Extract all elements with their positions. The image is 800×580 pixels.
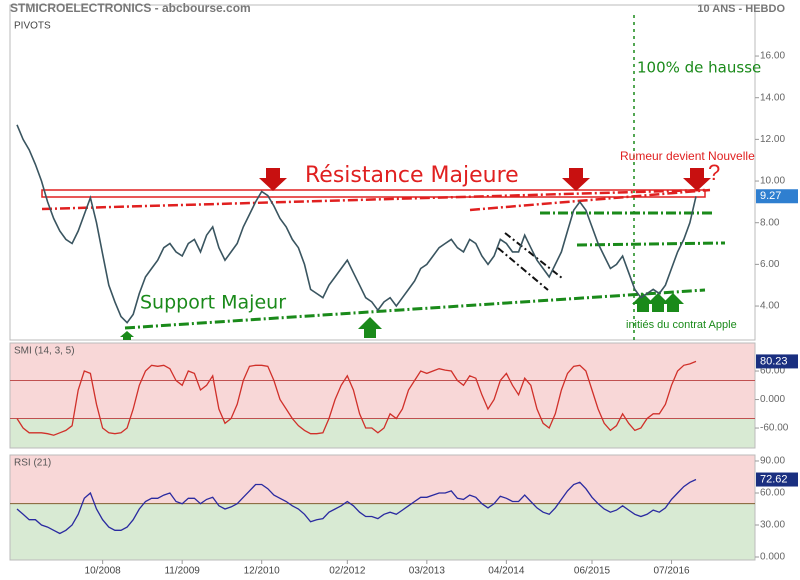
annotation: Support Majeur: [140, 292, 286, 314]
y-tick-label: 10.00: [760, 176, 785, 187]
x-tick-label: 02/2012: [329, 566, 366, 577]
y-tick-label: 0.000: [760, 552, 785, 563]
y-tick-label: 30.00: [760, 520, 785, 531]
down-arrow: [259, 168, 287, 191]
annotation: 100% de hausse: [637, 59, 761, 77]
y-tick-label: 4.00: [760, 301, 780, 312]
series-line: [16, 360, 697, 436]
last-value-label: 9.27: [760, 190, 781, 202]
panel-frame: [9, 454, 756, 561]
last-value-label: 72.62: [760, 473, 788, 485]
channel-line: [497, 247, 549, 291]
annotation: ?: [708, 160, 720, 185]
series-line: [16, 124, 697, 324]
annotation: Résistance Majeure: [305, 163, 519, 188]
resistance-line: [469, 188, 711, 212]
up-arrow: [358, 317, 382, 338]
y-tick-label: 16.00: [760, 51, 785, 62]
y-tick-label: 8.00: [760, 217, 780, 228]
last-value-box: [756, 189, 798, 204]
up-arrow: [120, 331, 134, 340]
y-tick-label: 60.00: [760, 366, 785, 377]
panel-label: RSI (21): [14, 458, 51, 469]
panel-frame: [9, 342, 756, 449]
price-panel: [9, 4, 756, 341]
up-arrow: [662, 293, 684, 312]
period: 10 ANS - HEBDO: [697, 3, 785, 15]
last-value-box: [756, 354, 798, 369]
last-value-box: [756, 472, 798, 487]
y-tick-label: 12.00: [760, 134, 785, 145]
x-tick-label: 12/2010: [244, 566, 281, 577]
annotation: Rumeur devient Nouvelle: [620, 149, 755, 163]
y-tick-label: -60.00: [760, 423, 789, 434]
panel-background: [10, 503, 755, 560]
up-arrow: [647, 293, 669, 312]
resistance-line: [41, 188, 706, 211]
series-line: [16, 478, 697, 535]
down-arrow: [683, 168, 711, 191]
subtitle: PIVOTS: [14, 21, 51, 32]
resistance-band: [41, 189, 706, 198]
x-tick-label: 07/2016: [653, 566, 690, 577]
up-arrow: [632, 293, 654, 312]
y-tick-label: 6.00: [760, 259, 780, 270]
x-tick-label: 11/2009: [164, 566, 200, 577]
y-tick-label: 14.00: [760, 92, 785, 103]
annotation: initiés du contrat Apple: [626, 319, 737, 331]
annotations: [41, 15, 726, 340]
panel-background: [10, 418, 755, 448]
down-arrow: [562, 168, 590, 191]
support-line: [576, 241, 726, 247]
support-line: [124, 288, 706, 330]
y-tick-label: 60.00: [760, 488, 785, 499]
x-tick-label: 03/2013: [409, 566, 446, 577]
x-tick-label: 04/2014: [488, 566, 525, 577]
last-value-label: 80.23: [760, 355, 788, 367]
y-tick-label: 90.00: [760, 456, 785, 467]
x-tick-label: 06/2015: [574, 566, 611, 577]
panel-background: [10, 455, 755, 504]
x-tick-label: 10/2008: [85, 566, 122, 577]
chart-title: STMICROELECTRONICS - abcbourse.com: [10, 1, 251, 15]
y-tick-label: 0.000: [760, 394, 785, 405]
panel-label: SMI (14, 3, 5): [14, 346, 75, 357]
